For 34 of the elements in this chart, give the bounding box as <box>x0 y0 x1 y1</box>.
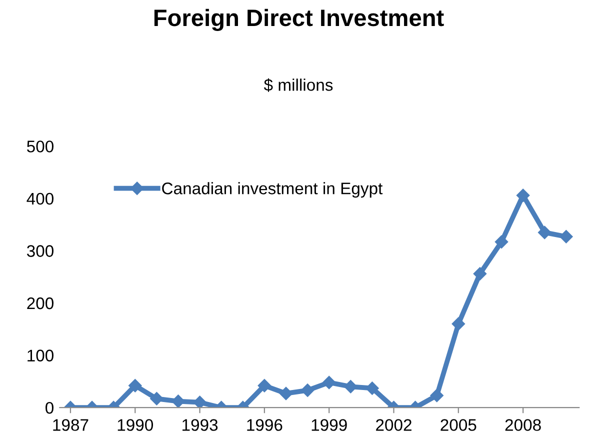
x-tick-label: 1993 <box>182 419 218 431</box>
y-tick-label: 400 <box>26 192 54 205</box>
point <box>172 394 185 408</box>
y-tick-label: 200 <box>27 297 54 310</box>
y-tick-label: 300 <box>26 245 54 257</box>
point <box>538 226 552 240</box>
x-tick-label: 2002 <box>376 419 412 431</box>
point <box>300 384 314 397</box>
y-tick-label: 100 <box>28 350 54 362</box>
point <box>473 267 487 280</box>
point <box>516 188 530 202</box>
x-tick-label: 1996 <box>247 419 282 431</box>
point <box>322 376 336 390</box>
point <box>366 382 379 395</box>
chart-title: Foreign Direct Investment <box>154 8 444 31</box>
point <box>344 380 358 394</box>
x-tick-label: 2005 <box>440 419 476 431</box>
x-tick-label: 1999 <box>312 419 347 431</box>
point <box>279 386 293 400</box>
point <box>560 230 573 244</box>
chart-subtitle: $ millions <box>264 78 333 92</box>
point <box>128 379 142 392</box>
point <box>193 396 206 408</box>
x-tick-label: 1987 <box>53 419 88 431</box>
point <box>258 379 272 392</box>
point <box>150 392 164 406</box>
y-tick-label: 500 <box>27 140 54 152</box>
point <box>494 235 508 248</box>
x-tick-label: 1990 <box>118 419 154 431</box>
x-tick-label: 2008 <box>505 419 541 431</box>
legend-label: Canadian investment in Egypt <box>162 182 383 198</box>
y-tick-label: 0 <box>46 402 54 414</box>
point <box>452 317 465 331</box>
point <box>430 388 444 402</box>
